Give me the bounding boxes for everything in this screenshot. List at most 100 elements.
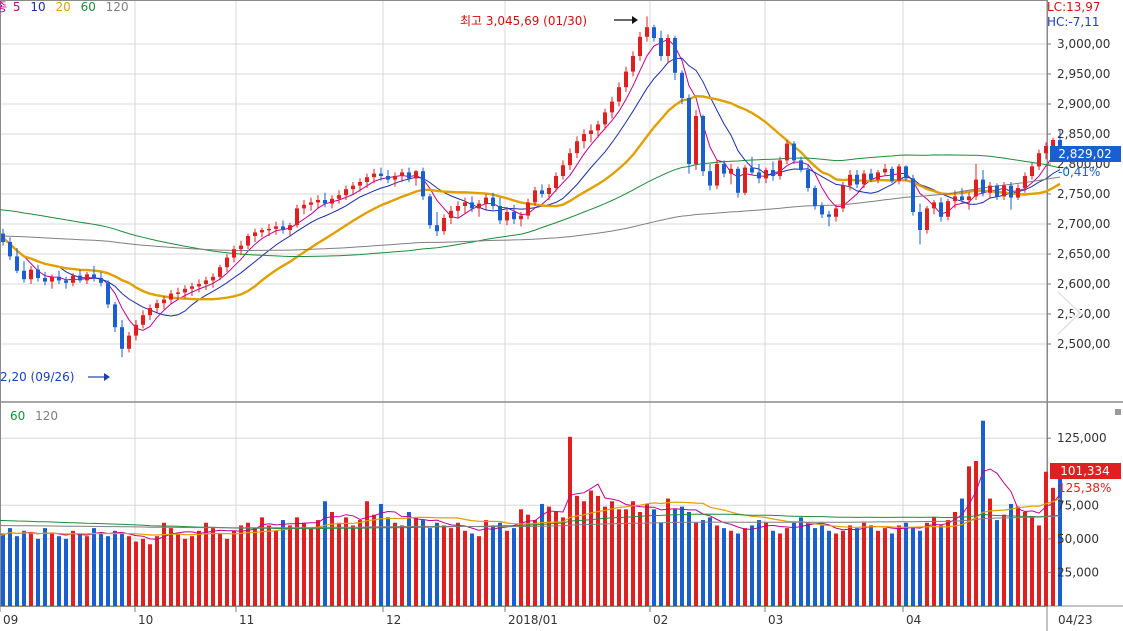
candle xyxy=(442,214,446,235)
candle-body xyxy=(428,196,432,226)
volume-bar xyxy=(239,525,243,606)
volume-bar xyxy=(148,544,152,606)
candle xyxy=(596,120,600,138)
volume-bar xyxy=(267,525,271,606)
volume-bar xyxy=(337,522,341,606)
candle xyxy=(260,227,264,238)
candle-body xyxy=(15,256,19,271)
candle xyxy=(1037,149,1041,170)
candle-body xyxy=(533,190,537,203)
volume-bar xyxy=(645,503,649,606)
volume-bar xyxy=(218,533,222,606)
volume-bar xyxy=(582,501,586,606)
candle xyxy=(1002,182,1006,200)
current-volume-label: 101,334 xyxy=(1060,464,1110,478)
candle-body xyxy=(673,38,677,73)
volume-bar xyxy=(988,498,992,606)
candle-body xyxy=(141,315,145,325)
candle xyxy=(883,164,887,176)
candle xyxy=(470,196,474,212)
candle xyxy=(897,164,901,185)
volume-tick-label: 75,000 xyxy=(1057,498,1099,512)
volume-bar xyxy=(519,509,523,606)
candle xyxy=(988,182,992,199)
candle xyxy=(589,124,593,143)
price-tick-label: 3,000,00 xyxy=(1057,37,1110,51)
candle-body xyxy=(953,196,957,202)
candle-body xyxy=(708,171,712,186)
candle xyxy=(974,164,978,200)
volume-bar xyxy=(309,528,313,606)
candle-body xyxy=(897,166,901,181)
candle xyxy=(890,166,894,184)
candle-body xyxy=(8,242,12,257)
candle-body xyxy=(316,200,320,203)
candle-body xyxy=(99,278,103,283)
volume-bar xyxy=(694,522,698,606)
candle-body xyxy=(855,174,859,185)
candle-body xyxy=(652,27,656,38)
candle xyxy=(617,82,621,107)
volume-bar xyxy=(211,528,215,606)
volume-bar xyxy=(869,525,873,606)
candle xyxy=(946,198,950,221)
candle xyxy=(183,285,187,299)
candle xyxy=(372,168,376,184)
volume-bar xyxy=(974,460,978,606)
candle xyxy=(715,160,719,190)
next-chevron-icon[interactable] xyxy=(1052,288,1088,338)
volume-bar xyxy=(421,520,425,606)
candle xyxy=(743,165,747,196)
panel-resize-handle[interactable] xyxy=(1115,409,1121,415)
volume-bar xyxy=(246,522,250,606)
candle-body xyxy=(85,274,89,281)
volume-bar xyxy=(43,528,47,606)
volume-bar xyxy=(827,530,831,606)
candle-body xyxy=(134,324,138,336)
volume-bar xyxy=(533,520,537,606)
candle xyxy=(29,266,33,284)
candle-body xyxy=(92,274,96,278)
candle xyxy=(344,185,348,200)
candle xyxy=(358,178,362,192)
volume-bar xyxy=(603,506,607,606)
candle xyxy=(127,332,131,353)
candle xyxy=(659,30,663,61)
volume-bar xyxy=(351,525,355,606)
volume-bar xyxy=(106,536,110,606)
candle xyxy=(680,70,684,104)
volume-bar xyxy=(806,522,810,606)
volume-bar xyxy=(932,517,936,606)
time-tick-label: 03 xyxy=(768,613,783,627)
candle xyxy=(15,248,19,274)
volume-bar xyxy=(883,528,887,606)
candle-body xyxy=(267,228,271,231)
candle xyxy=(1009,182,1013,210)
candle xyxy=(491,192,495,210)
volume-bar xyxy=(1030,517,1034,606)
volume-bar xyxy=(925,522,929,606)
candle-body xyxy=(71,275,75,283)
candle-body xyxy=(890,168,894,181)
candle xyxy=(757,164,761,184)
volume-bar xyxy=(316,520,320,606)
volume-bar xyxy=(197,530,201,606)
volume-bar xyxy=(463,530,467,606)
candle xyxy=(764,167,768,184)
candle xyxy=(477,200,481,217)
volume-bar xyxy=(295,517,299,606)
candle xyxy=(330,195,334,209)
candle-body xyxy=(1,233,5,242)
candle xyxy=(736,166,740,198)
candle-body xyxy=(785,143,789,161)
candle xyxy=(92,266,96,282)
price-tick-label: 2,600,00 xyxy=(1057,277,1110,291)
candle xyxy=(169,290,173,305)
time-tick-label: 04 xyxy=(906,613,921,627)
candle-body xyxy=(610,101,614,113)
ma10-line xyxy=(0,57,1061,317)
candle-body xyxy=(554,176,558,188)
volume-bar xyxy=(85,536,89,606)
candle-body xyxy=(967,196,971,200)
